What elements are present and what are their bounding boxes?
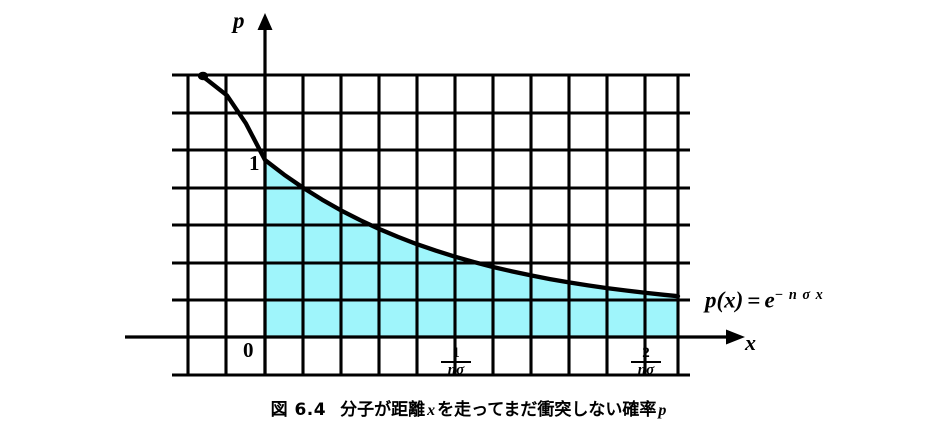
fraction-numerator: 1 — [452, 345, 460, 361]
grid-horizontal-lines — [172, 73, 690, 377]
equation-base: e — [764, 287, 775, 313]
caption-variable-p: p — [658, 402, 667, 419]
x-axis — [125, 329, 745, 345]
origin-label-zero: 0 — [243, 338, 254, 362]
figure-caption: 図 6.4 分子が距離 x を走ってまだ衝突しない確率 p — [0, 400, 939, 420]
equation-exponent: − n σ x — [774, 287, 824, 303]
equation-annotation: p(x) = e− n σ x — [705, 288, 824, 312]
x-axis-tick-one-over-n-sigma: 1 nσ — [441, 345, 471, 379]
p-axis-label: p — [233, 8, 245, 33]
equation-lhs-function: p — [705, 287, 717, 313]
equation-equals-sign: = — [747, 287, 761, 313]
caption-text-middle: を走ってまだ衝突しない確率 — [437, 400, 657, 420]
fraction-denominator: nσ — [637, 362, 655, 379]
x-axis-tick-two-over-n-sigma: 2 nσ — [631, 345, 661, 379]
curve-start-marker — [197, 71, 209, 81]
fraction-bar — [441, 361, 471, 364]
area-under-curve-fill — [265, 160, 678, 337]
p-axis-tick-one: 1 — [249, 151, 260, 175]
fraction-bar — [631, 361, 661, 364]
x-axis-label: x — [745, 330, 756, 355]
fraction-numerator: 2 — [642, 345, 650, 361]
caption-variable-x: x — [427, 402, 436, 419]
p-axis — [257, 13, 273, 375]
caption-figure-number: 図 6.4 — [270, 400, 327, 420]
equation-lhs-argument: (x) — [716, 287, 744, 313]
exponential-decay-curve — [199, 73, 681, 299]
fraction-denominator: nσ — [447, 362, 465, 379]
caption-text-before-variable: 分子が距離 — [340, 400, 426, 420]
